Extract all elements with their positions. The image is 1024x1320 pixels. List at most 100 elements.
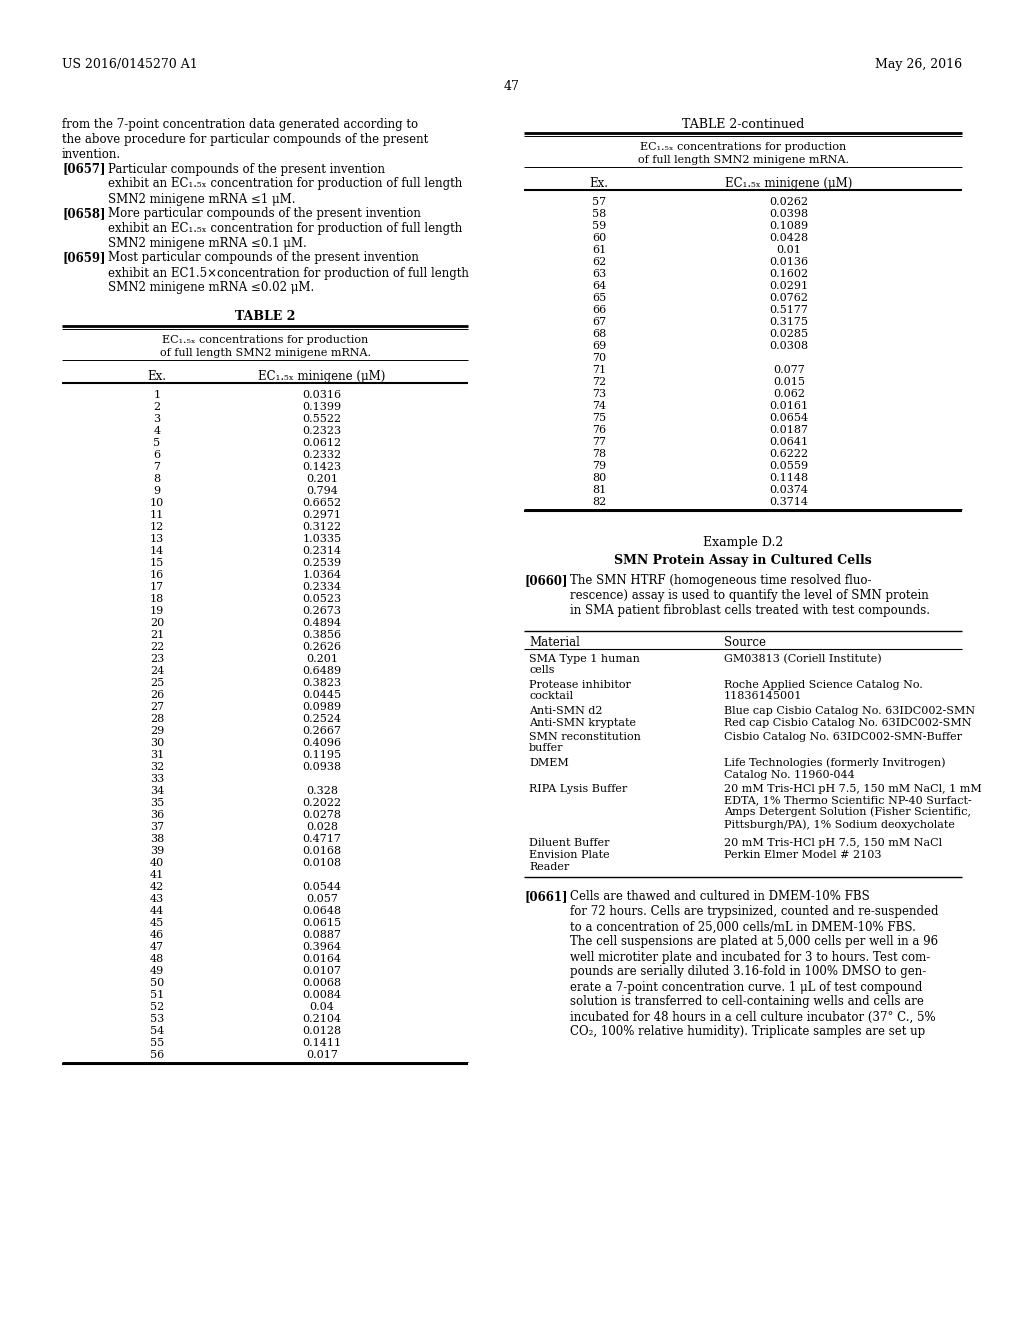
Text: 9: 9 [154, 486, 161, 496]
Text: 43: 43 [150, 894, 164, 904]
Text: 39: 39 [150, 846, 164, 855]
Text: 68: 68 [592, 329, 606, 339]
Text: 46: 46 [150, 931, 164, 940]
Text: 0.2104: 0.2104 [302, 1014, 342, 1024]
Text: 0.0161: 0.0161 [769, 401, 809, 411]
Text: 0.0989: 0.0989 [302, 702, 342, 711]
Text: 0.04: 0.04 [309, 1002, 335, 1012]
Text: 12: 12 [150, 521, 164, 532]
Text: SMA Type 1 human
cells: SMA Type 1 human cells [529, 653, 640, 675]
Text: 0.0291: 0.0291 [769, 281, 809, 290]
Text: from the 7-point concentration data generated according to
the above procedure f: from the 7-point concentration data gene… [62, 117, 428, 161]
Text: 0.2022: 0.2022 [302, 799, 342, 808]
Text: 0.0187: 0.0187 [769, 425, 809, 436]
Text: 28: 28 [150, 714, 164, 723]
Text: 19: 19 [150, 606, 164, 616]
Text: 0.3823: 0.3823 [302, 678, 342, 688]
Text: 20 mM Tris-HCl pH 7.5, 150 mM NaCl: 20 mM Tris-HCl pH 7.5, 150 mM NaCl [724, 837, 942, 847]
Text: 59: 59 [592, 220, 606, 231]
Text: 0.1195: 0.1195 [302, 750, 342, 760]
Text: 5: 5 [154, 438, 161, 447]
Text: 1: 1 [154, 389, 161, 400]
Text: 0.0654: 0.0654 [769, 413, 809, 422]
Text: 64: 64 [592, 281, 606, 290]
Text: More particular compounds of the present invention
exhibit an EC₁.₅ₓ concentrati: More particular compounds of the present… [108, 207, 462, 249]
Text: 0.0128: 0.0128 [302, 1026, 342, 1036]
Text: 0.1411: 0.1411 [302, 1038, 342, 1048]
Text: 0.6489: 0.6489 [302, 667, 342, 676]
Text: Blue cap Cisbio Catalog No. 63IDC002-SMN: Blue cap Cisbio Catalog No. 63IDC002-SMN [724, 705, 975, 715]
Text: Material: Material [529, 635, 580, 648]
Text: 49: 49 [150, 966, 164, 975]
Text: SMN reconstitution
buffer: SMN reconstitution buffer [529, 731, 641, 754]
Text: 0.01: 0.01 [776, 246, 802, 255]
Text: 0.0612: 0.0612 [302, 438, 342, 447]
Text: Diluent Buffer: Diluent Buffer [529, 837, 609, 847]
Text: 0.794: 0.794 [306, 486, 338, 496]
Text: 25: 25 [150, 678, 164, 688]
Text: Example D.2: Example D.2 [702, 536, 783, 549]
Text: 26: 26 [150, 690, 164, 700]
Text: 0.3714: 0.3714 [769, 498, 809, 507]
Text: RIPA Lysis Buffer: RIPA Lysis Buffer [529, 784, 628, 793]
Text: 0.5522: 0.5522 [302, 414, 342, 424]
Text: 0.4894: 0.4894 [302, 618, 342, 628]
Text: 0.0559: 0.0559 [769, 461, 809, 471]
Text: 36: 36 [150, 810, 164, 820]
Text: 0.0068: 0.0068 [302, 978, 342, 987]
Text: 0.1089: 0.1089 [769, 220, 809, 231]
Text: 55: 55 [150, 1038, 164, 1048]
Text: 47: 47 [150, 942, 164, 952]
Text: 0.0428: 0.0428 [769, 234, 809, 243]
Text: 75: 75 [592, 413, 606, 422]
Text: 44: 44 [150, 906, 164, 916]
Text: 0.028: 0.028 [306, 822, 338, 832]
Text: 21: 21 [150, 630, 164, 640]
Text: [0657]: [0657] [62, 162, 105, 176]
Text: EC₁.₅ₓ concentrations for production: EC₁.₅ₓ concentrations for production [640, 143, 846, 152]
Text: 0.0278: 0.0278 [302, 810, 341, 820]
Text: 73: 73 [592, 389, 606, 399]
Text: EC₁.₅ₓ concentrations for production: EC₁.₅ₓ concentrations for production [162, 335, 368, 345]
Text: 6: 6 [154, 450, 161, 459]
Text: 0.0262: 0.0262 [769, 197, 809, 207]
Text: 0.2334: 0.2334 [302, 582, 342, 591]
Text: 0.2524: 0.2524 [302, 714, 342, 723]
Text: 0.2332: 0.2332 [302, 450, 342, 459]
Text: 41: 41 [150, 870, 164, 880]
Text: 0.0887: 0.0887 [302, 931, 341, 940]
Text: Roche Applied Science Catalog No.
11836145001: Roche Applied Science Catalog No. 118361… [724, 680, 923, 701]
Text: 8: 8 [154, 474, 161, 484]
Text: Anti-SMN kryptate: Anti-SMN kryptate [529, 718, 636, 729]
Text: of full length SMN2 minigene mRNA.: of full length SMN2 minigene mRNA. [160, 348, 371, 358]
Text: 16: 16 [150, 570, 164, 579]
Text: 65: 65 [592, 293, 606, 304]
Text: 0.0445: 0.0445 [302, 690, 342, 700]
Text: 1.0335: 1.0335 [302, 535, 342, 544]
Text: 13: 13 [150, 535, 164, 544]
Text: GM03813 (Coriell Institute): GM03813 (Coriell Institute) [724, 653, 882, 664]
Text: 0.2667: 0.2667 [302, 726, 341, 737]
Text: 0.2323: 0.2323 [302, 426, 342, 436]
Text: 0.0285: 0.0285 [769, 329, 809, 339]
Text: [0658]: [0658] [62, 207, 105, 220]
Text: 0.0762: 0.0762 [769, 293, 809, 304]
Text: 71: 71 [592, 366, 606, 375]
Text: 81: 81 [592, 484, 606, 495]
Text: 0.0398: 0.0398 [769, 209, 809, 219]
Text: Envision Plate
Reader: Envision Plate Reader [529, 850, 609, 873]
Text: 80: 80 [592, 473, 606, 483]
Text: 24: 24 [150, 667, 164, 676]
Text: 0.0136: 0.0136 [769, 257, 809, 267]
Text: Particular compounds of the present invention
exhibit an EC₁.₅ₓ concentration fo: Particular compounds of the present inve… [108, 162, 462, 206]
Text: 17: 17 [150, 582, 164, 591]
Text: 37: 37 [150, 822, 164, 832]
Text: 79: 79 [592, 461, 606, 471]
Text: EC₁.₅ₓ minigene (μM): EC₁.₅ₓ minigene (μM) [258, 370, 386, 383]
Text: 53: 53 [150, 1014, 164, 1024]
Text: 0.201: 0.201 [306, 653, 338, 664]
Text: 27: 27 [150, 702, 164, 711]
Text: SMN Protein Assay in Cultured Cells: SMN Protein Assay in Cultured Cells [614, 554, 871, 568]
Text: 30: 30 [150, 738, 164, 748]
Text: [0660]: [0660] [524, 574, 567, 587]
